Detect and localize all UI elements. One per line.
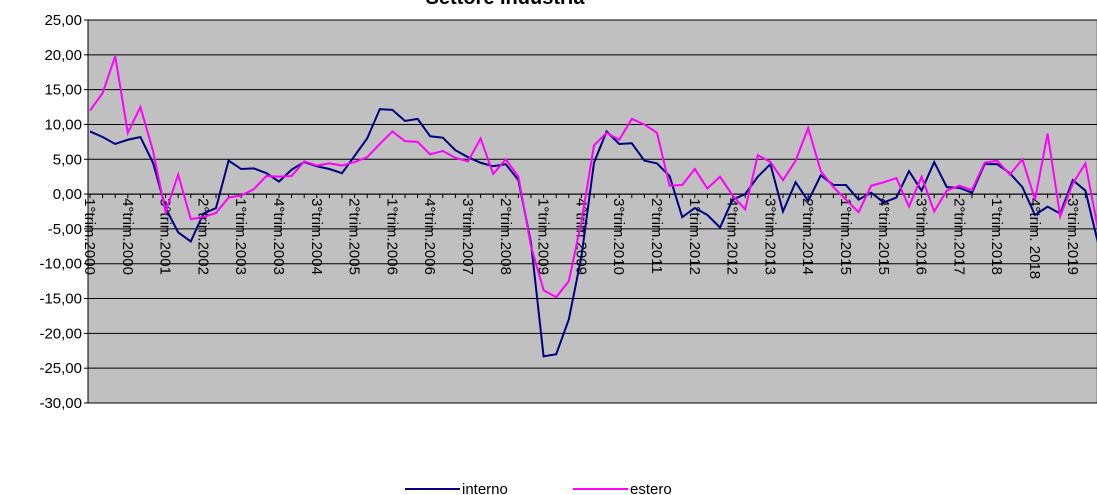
x-tick-label: 2°trim.2005 bbox=[346, 198, 363, 275]
y-tick-label: 5,00 bbox=[53, 151, 82, 168]
legend-label: interno bbox=[462, 481, 508, 495]
x-tick-label: 2°trim.2011 bbox=[648, 198, 665, 274]
y-tick-label: -5,00 bbox=[48, 221, 82, 238]
x-tick-label: 2°trim.2017 bbox=[950, 198, 967, 275]
x-tick-label: 1°trim.2003 bbox=[232, 198, 249, 275]
y-tick-label: 15,00 bbox=[44, 82, 82, 99]
plot-area bbox=[87, 19, 1097, 404]
y-tick-label: -20,00 bbox=[39, 325, 82, 342]
x-tick-label: 4°trim.2012 bbox=[724, 198, 741, 275]
x-tick-label: 1°trim.2000 bbox=[81, 198, 98, 275]
series-line bbox=[89, 108, 1097, 358]
x-tick-label: 4°trim.2009 bbox=[572, 198, 589, 275]
series-line bbox=[89, 55, 1097, 299]
y-tick-label: 20,00 bbox=[44, 47, 82, 64]
x-tick-label: 4°trim.2000 bbox=[119, 198, 136, 275]
x-tick-label: 1°trim.2018 bbox=[988, 198, 1005, 275]
y-tick-label: 10,00 bbox=[44, 116, 82, 133]
y-tick-label: -25,00 bbox=[39, 360, 82, 377]
x-tick-label: 3°trim.2019 bbox=[1064, 198, 1081, 275]
x-tick-label: 2°trim.2008 bbox=[497, 198, 514, 275]
x-tick-label: 1°trim.2006 bbox=[383, 198, 400, 275]
x-tick-label: 3°trim.2004 bbox=[308, 198, 325, 275]
x-tick-label: 3°trim.2013 bbox=[761, 198, 778, 275]
chart-title: Settore Industria bbox=[426, 0, 586, 9]
x-tick-label: 3°trim.2010 bbox=[610, 198, 627, 275]
y-tick-label: 0,00 bbox=[53, 186, 82, 203]
x-tick-label: 4°trim.2003 bbox=[270, 198, 287, 275]
x-tick-label: 3°trim.2016 bbox=[913, 198, 930, 275]
x-tick-label: 4°trim.2015 bbox=[875, 198, 892, 275]
x-tick-label: 2°trim.2014 bbox=[799, 198, 816, 275]
y-tick-label: 25,00 bbox=[44, 12, 82, 29]
x-tick-label: 2°trim.2002 bbox=[194, 198, 211, 275]
y-tick-label: -10,00 bbox=[39, 256, 82, 273]
x-tick-label: 1°trim.2009 bbox=[535, 198, 552, 275]
x-tick-label: 1°trim.2012 bbox=[686, 198, 703, 275]
x-tick-label: 3°trim.2007 bbox=[459, 198, 476, 275]
x-tick-label: 4°trim. 2018 bbox=[1026, 198, 1043, 279]
x-tick-label: 4°trim.2006 bbox=[421, 198, 438, 275]
legend-label: estero bbox=[630, 481, 672, 495]
x-tick-label: 1°trim.2015 bbox=[837, 198, 854, 275]
y-tick-label: -30,00 bbox=[39, 395, 82, 412]
y-tick-label: -15,00 bbox=[39, 291, 82, 308]
